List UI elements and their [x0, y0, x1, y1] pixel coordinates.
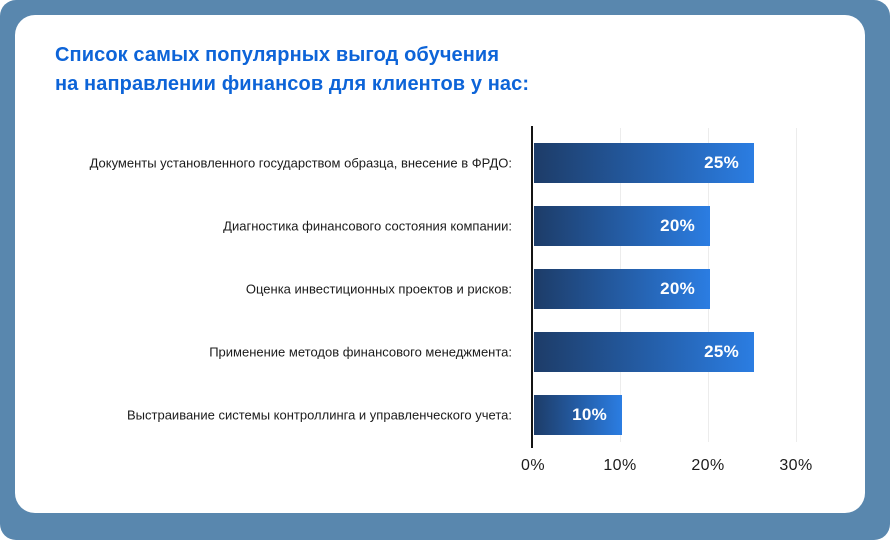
- gridline-30: [796, 128, 797, 442]
- category-label: Выстраивание системы контроллинга и упра…: [127, 407, 512, 423]
- bar-value-label: 25%: [704, 153, 739, 172]
- page-title-line-2: на направлении финансов для клиентов у н…: [55, 73, 530, 95]
- category-label: Документы установленного государством об…: [89, 155, 512, 171]
- bar: 25%: [534, 332, 754, 372]
- category-label: Оценка инвестиционных проектов и рисков:: [245, 281, 512, 297]
- category-label: Применение методов финансового менеджмен…: [209, 344, 512, 360]
- bar: 20%: [534, 206, 710, 246]
- bar: 10%: [534, 395, 622, 435]
- x-axis-tick-label: 10%: [603, 457, 637, 474]
- y-axis-line: [531, 126, 533, 448]
- bar-chart: Документы установленного государством об…: [15, 15, 865, 513]
- category-label: Диагностика финансового состояния компан…: [223, 218, 512, 234]
- page-title-line-1: Список самых популярных выгод обучения: [55, 44, 500, 66]
- page-title: Список самых популярных выгод обучения н…: [55, 41, 529, 99]
- x-axis-tick-label: 20%: [691, 457, 725, 474]
- x-axis-tick-label: 0%: [521, 457, 545, 474]
- bar-value-label: 20%: [660, 216, 695, 235]
- bar: 20%: [534, 269, 710, 309]
- x-axis-tick-label: 30%: [779, 457, 813, 474]
- bar: 25%: [534, 143, 754, 183]
- bar-value-label: 20%: [660, 279, 695, 298]
- chart-card: Список самых популярных выгод обучения н…: [15, 15, 865, 513]
- bar-value-label: 25%: [704, 342, 739, 361]
- bar-value-label: 10%: [572, 405, 607, 424]
